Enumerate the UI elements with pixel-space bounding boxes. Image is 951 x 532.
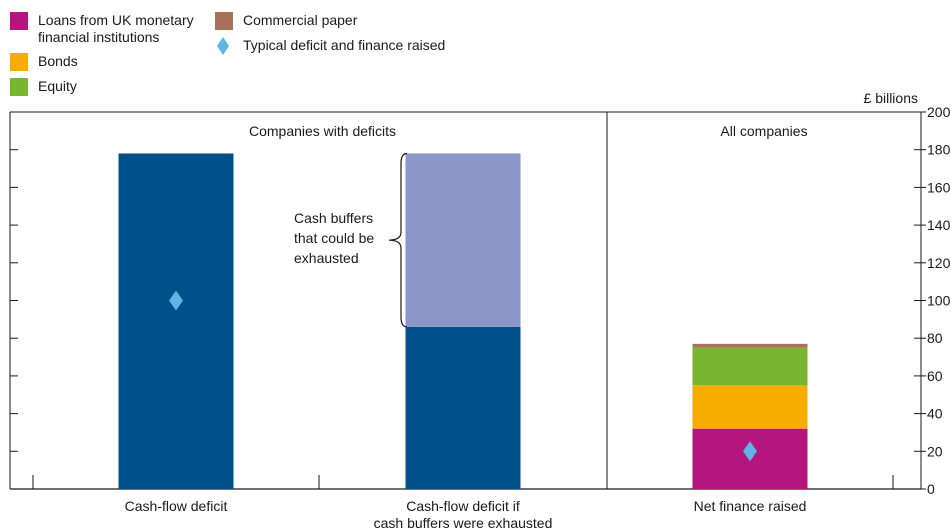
x-tick-label-2: Net finance raised [694, 498, 807, 514]
y-tick-label-9: 180 [927, 142, 951, 158]
legend-swatch-0 [10, 12, 28, 30]
legend-label-2: Equity [38, 78, 77, 94]
annotation-brace [388, 152, 408, 328]
bar-0-segment-0 [118, 153, 234, 489]
y-tick-label-6: 120 [927, 255, 951, 271]
y-tick-label-7: 140 [927, 217, 951, 233]
labels: Companies with deficits All companies Cash… [125, 123, 808, 531]
bar-1-segment-1 [405, 153, 521, 327]
bars [118, 153, 808, 489]
x-tick-label-0: Cash-flow deficit [125, 498, 228, 514]
legend-swatch-4 [217, 37, 229, 55]
bar-1-segment-0 [405, 326, 521, 489]
legend-label-1: Bonds [38, 53, 78, 69]
unit-label: £ billions [864, 90, 918, 106]
y-tick-label-1: 20 [927, 443, 943, 459]
panel-title-0: Companies with deficits [249, 123, 396, 139]
legend-swatch-3 [215, 12, 233, 30]
legend-label-3: Commercial paper [243, 12, 358, 28]
y-tick-label-8: 160 [927, 179, 951, 195]
bar-2-segment-1 [692, 385, 808, 429]
bar-0-marker [169, 290, 183, 311]
bar-2-marker [743, 441, 757, 462]
panel-title-1: All companies [720, 123, 807, 139]
bar-2-segment-3 [692, 343, 808, 348]
legend-label-4: Typical deficit and finance raised [243, 37, 445, 53]
x-tick-label-1: Cash-flow deficit if cash buffers were ex… [374, 498, 553, 531]
y-axis: 0 20 40 60 80 100 120 140 160 180 200 £ billions [10, 90, 951, 497]
legend-swatch-2 [10, 78, 28, 96]
y-tick-label-5: 100 [927, 293, 951, 309]
y-tick-label-0: 0 [927, 481, 935, 497]
annotation-text: Cash buffers that could be exhausted [294, 210, 374, 266]
y-tick-label-3: 60 [927, 368, 943, 384]
y-tick-label-10: 200 [927, 104, 951, 120]
legend-label-0: Loans from UK monetary financial institut… [38, 12, 194, 45]
legend-swatch-1 [10, 53, 28, 71]
y-tick-label-2: 40 [927, 406, 943, 422]
legend: Loans from UK monetary financial institut… [10, 12, 445, 96]
y-tick-label-4: 80 [927, 330, 943, 346]
bar-2-segment-2 [692, 347, 808, 386]
